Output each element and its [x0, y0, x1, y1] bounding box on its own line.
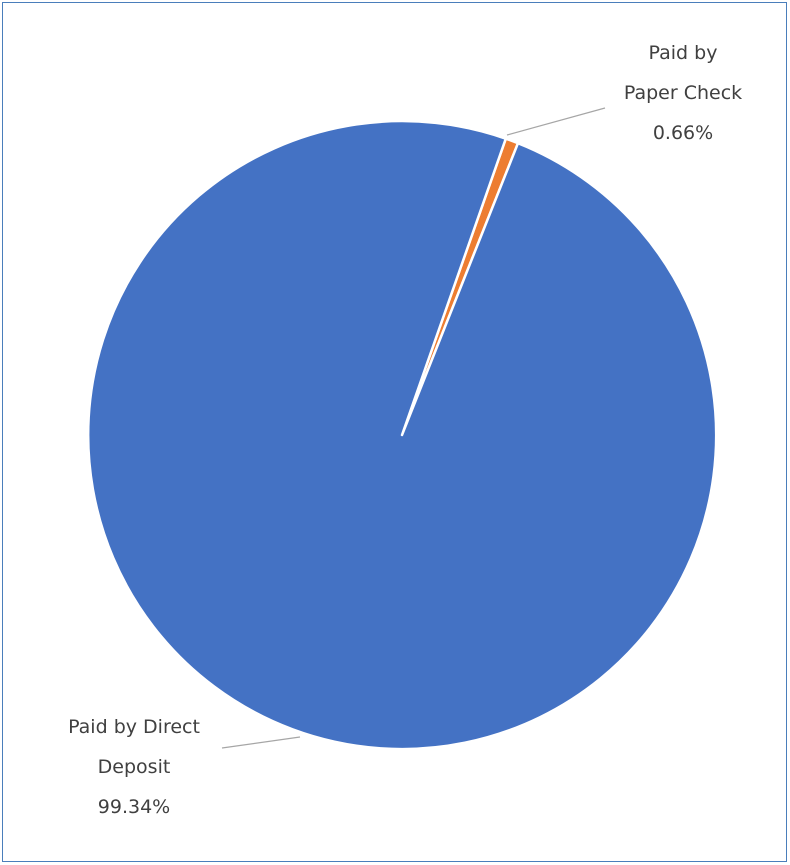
leader-line-direct-deposit — [221, 736, 301, 749]
pie-slices — [86, 119, 718, 751]
slice-direct-deposit — [86, 119, 718, 751]
label-paper-check-line2: Paper Check — [624, 82, 742, 104]
label-direct-deposit-percent: 99.34% — [98, 796, 170, 818]
leader-line-paper-check — [506, 107, 606, 136]
label-direct-deposit-line2: Deposit — [98, 756, 171, 778]
label-direct-deposit-line1: Paid by Direct — [68, 716, 200, 738]
label-paper-check-line1: Paid by — [649, 42, 718, 64]
label-paper-check-percent: 0.66% — [653, 122, 713, 144]
